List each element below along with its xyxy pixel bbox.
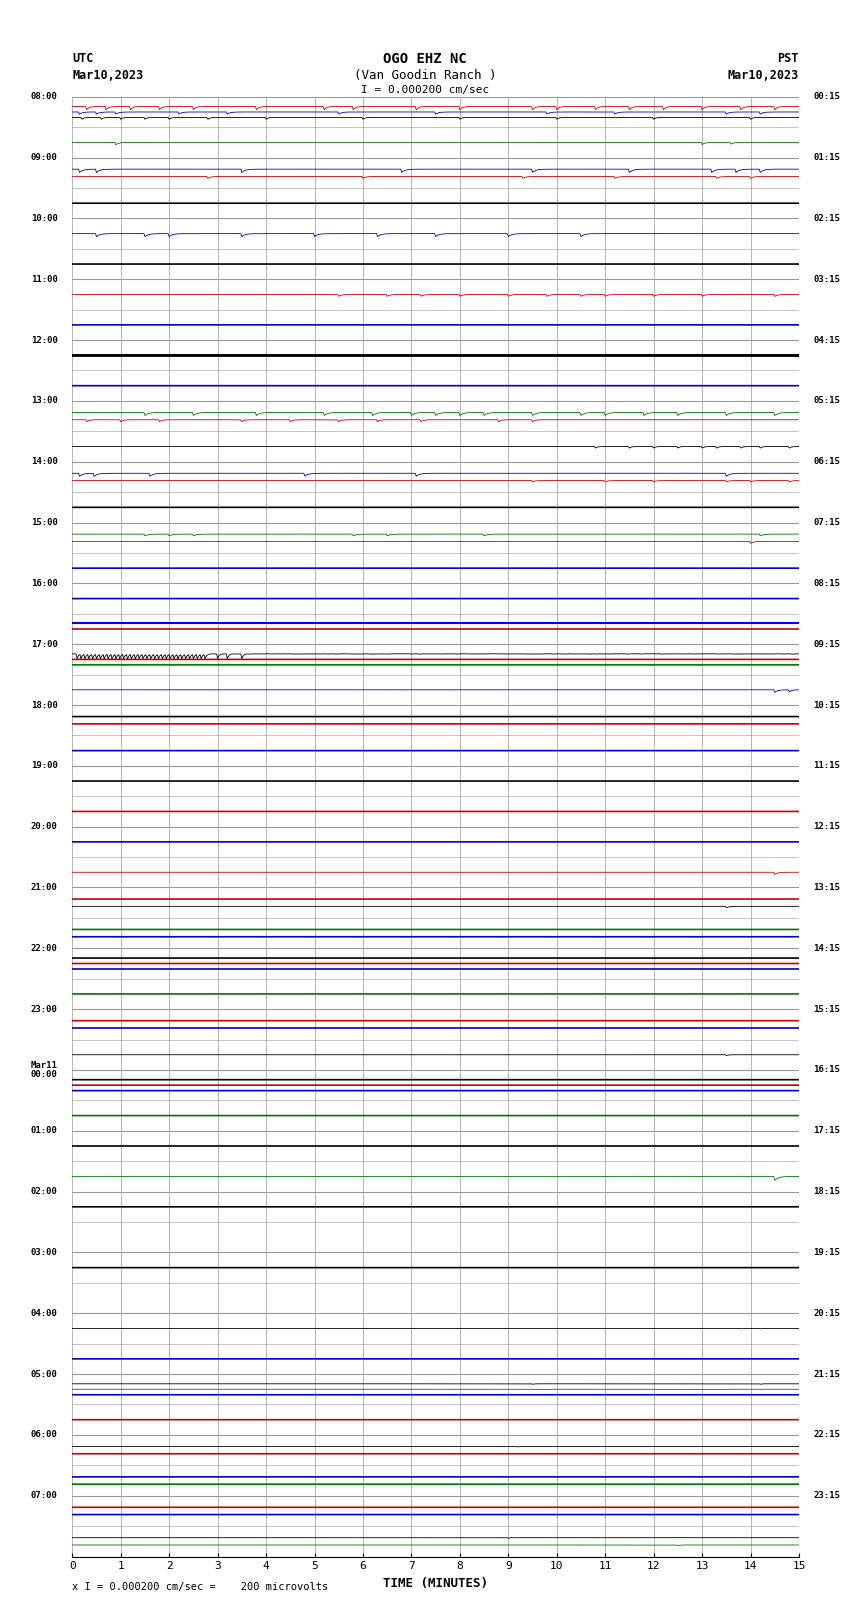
Text: 00:15: 00:15 <box>813 92 841 102</box>
Text: I = 0.000200 cm/sec: I = 0.000200 cm/sec <box>361 85 489 95</box>
Text: 01:15: 01:15 <box>813 153 841 161</box>
Text: 17:00: 17:00 <box>31 640 58 648</box>
Text: 17:15: 17:15 <box>813 1126 841 1136</box>
Text: 09:15: 09:15 <box>813 640 841 648</box>
Text: 06:00: 06:00 <box>31 1431 58 1439</box>
Text: 08:00: 08:00 <box>31 92 58 102</box>
Text: PST: PST <box>778 52 799 65</box>
Text: (Van Goodin Ranch ): (Van Goodin Ranch ) <box>354 69 496 82</box>
Text: 21:00: 21:00 <box>31 882 58 892</box>
Text: 12:00: 12:00 <box>31 336 58 345</box>
Text: 14:00: 14:00 <box>31 456 58 466</box>
Text: 07:15: 07:15 <box>813 518 841 527</box>
Text: 13:00: 13:00 <box>31 397 58 405</box>
Text: 12:15: 12:15 <box>813 823 841 831</box>
Text: 10:15: 10:15 <box>813 700 841 710</box>
Text: 20:00: 20:00 <box>31 823 58 831</box>
Text: 19:15: 19:15 <box>813 1248 841 1257</box>
Text: 08:15: 08:15 <box>813 579 841 587</box>
Text: OGO EHZ NC: OGO EHZ NC <box>383 52 467 66</box>
Text: 10:00: 10:00 <box>31 215 58 223</box>
Text: 15:15: 15:15 <box>813 1005 841 1013</box>
Text: 04:00: 04:00 <box>31 1308 58 1318</box>
Text: Mar11: Mar11 <box>31 1061 58 1069</box>
Text: 03:00: 03:00 <box>31 1248 58 1257</box>
Text: 01:00: 01:00 <box>31 1126 58 1136</box>
Text: 02:15: 02:15 <box>813 215 841 223</box>
Text: 05:00: 05:00 <box>31 1369 58 1379</box>
Text: 11:15: 11:15 <box>813 761 841 771</box>
Text: 04:15: 04:15 <box>813 336 841 345</box>
Text: 06:15: 06:15 <box>813 456 841 466</box>
Text: UTC: UTC <box>72 52 94 65</box>
Text: 11:00: 11:00 <box>31 274 58 284</box>
Text: 21:15: 21:15 <box>813 1369 841 1379</box>
Text: 13:15: 13:15 <box>813 882 841 892</box>
Text: 22:00: 22:00 <box>31 944 58 953</box>
Text: 02:00: 02:00 <box>31 1187 58 1197</box>
Text: 03:15: 03:15 <box>813 274 841 284</box>
Text: Mar10,2023: Mar10,2023 <box>728 69 799 82</box>
Text: x I = 0.000200 cm/sec =    200 microvolts: x I = 0.000200 cm/sec = 200 microvolts <box>72 1582 328 1592</box>
Text: 23:15: 23:15 <box>813 1492 841 1500</box>
Text: 23:00: 23:00 <box>31 1005 58 1013</box>
Text: 05:15: 05:15 <box>813 397 841 405</box>
Text: Mar10,2023: Mar10,2023 <box>72 69 144 82</box>
Text: 22:15: 22:15 <box>813 1431 841 1439</box>
Text: 00:00: 00:00 <box>31 1069 58 1079</box>
Text: 18:00: 18:00 <box>31 700 58 710</box>
Text: 19:00: 19:00 <box>31 761 58 771</box>
Text: 14:15: 14:15 <box>813 944 841 953</box>
Text: 07:00: 07:00 <box>31 1492 58 1500</box>
Text: 15:00: 15:00 <box>31 518 58 527</box>
Text: 20:15: 20:15 <box>813 1308 841 1318</box>
Text: 16:00: 16:00 <box>31 579 58 587</box>
Text: 16:15: 16:15 <box>813 1066 841 1074</box>
Text: 18:15: 18:15 <box>813 1187 841 1197</box>
Text: 09:00: 09:00 <box>31 153 58 161</box>
X-axis label: TIME (MINUTES): TIME (MINUTES) <box>383 1578 488 1590</box>
